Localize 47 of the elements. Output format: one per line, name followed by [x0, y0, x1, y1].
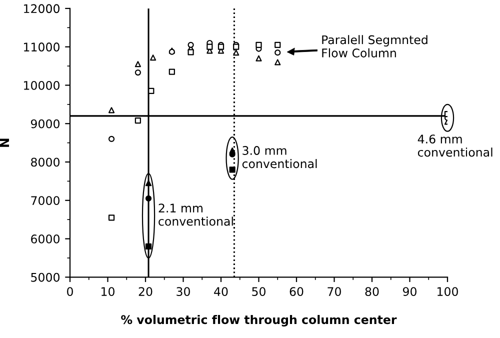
point: [206, 44, 213, 50]
point: [229, 166, 236, 173]
x-tick-label: 30: [176, 287, 190, 296]
point: [274, 42, 281, 48]
point: [108, 107, 115, 114]
y-tick-label: 8000: [31, 158, 60, 167]
point: [256, 55, 262, 62]
x-tick-label: 20: [138, 287, 152, 296]
point: [168, 68, 175, 75]
annotation: 3.0 mm conventional: [242, 146, 317, 168]
y-axis-title: N: [0, 138, 10, 147]
x-tick-label: 60: [290, 287, 304, 296]
x-tick-label: 80: [365, 287, 379, 296]
x-tick-label: 10: [102, 287, 114, 296]
y-tick-label: 5000: [31, 272, 60, 282]
y-tick-label: 11000: [24, 42, 60, 52]
point: [233, 50, 240, 56]
y-tick-label: 12000: [24, 4, 60, 14]
y-tick-label: 7000: [31, 196, 60, 206]
x-tick-label: 70: [328, 287, 341, 296]
point: [188, 49, 194, 56]
point: [108, 214, 115, 221]
point: [148, 88, 154, 94]
point: [134, 61, 142, 68]
point: [188, 42, 194, 48]
x-tick-label: 40: [214, 287, 228, 296]
y-tick-label: 9000: [30, 119, 60, 128]
x-tick-label: 100: [438, 287, 458, 296]
point: [134, 70, 142, 76]
annotation: 4.6 mm conventional: [418, 134, 492, 157]
point: [150, 54, 156, 61]
x-tick-label: 0: [67, 287, 73, 296]
x-tick-label: 50: [252, 287, 266, 296]
x-tick-label: 90: [402, 287, 416, 296]
point: [145, 243, 152, 250]
x-axis-title: % volumetric flow through column center: [121, 314, 397, 326]
point: [145, 195, 152, 202]
point: [145, 180, 152, 186]
annotation: 2.1 mm conventional: [158, 204, 233, 226]
point: [274, 59, 281, 66]
point: [108, 136, 115, 142]
point: [134, 117, 142, 124]
y-tick-label: 10000: [24, 80, 60, 90]
point: [274, 50, 281, 56]
annotation: Paralell Segmnted Flow Column: [322, 35, 428, 58]
point: [256, 42, 262, 48]
y-tick-label: 6000: [31, 234, 60, 244]
